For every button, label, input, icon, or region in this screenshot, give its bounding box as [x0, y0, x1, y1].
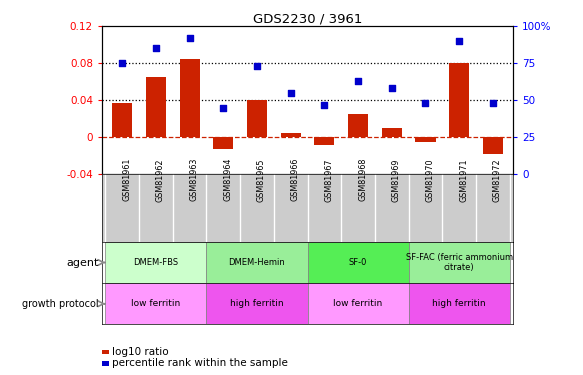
- Text: GSM81965: GSM81965: [257, 158, 266, 201]
- Text: GSM81963: GSM81963: [189, 158, 199, 201]
- Bar: [415, 137, 436, 142]
- Point: [353, 78, 363, 84]
- Bar: [308, 242, 409, 283]
- Text: agent: agent: [66, 258, 99, 267]
- Text: GSM81964: GSM81964: [223, 158, 232, 201]
- Bar: [106, 283, 206, 324]
- Bar: [409, 242, 510, 283]
- Bar: [382, 128, 402, 137]
- Point: [421, 100, 430, 106]
- Point: [286, 90, 296, 96]
- Text: GSM81966: GSM81966: [291, 158, 300, 201]
- Text: low ferritin: low ferritin: [131, 299, 181, 308]
- Bar: [314, 137, 335, 145]
- Point: [488, 100, 497, 106]
- Text: SF-FAC (ferric ammonium
citrate): SF-FAC (ferric ammonium citrate): [406, 253, 512, 272]
- Point: [252, 63, 262, 69]
- Point: [387, 86, 396, 92]
- Bar: [449, 63, 469, 137]
- Bar: [308, 283, 409, 324]
- Bar: [213, 137, 233, 149]
- Point: [151, 45, 160, 51]
- Bar: [106, 242, 206, 283]
- Text: DMEM-Hemin: DMEM-Hemin: [229, 258, 285, 267]
- Bar: [247, 100, 267, 137]
- Text: high ferritin: high ferritin: [433, 299, 486, 308]
- Bar: [348, 114, 368, 137]
- Text: GSM81969: GSM81969: [392, 158, 401, 201]
- Title: GDS2230 / 3961: GDS2230 / 3961: [253, 12, 362, 25]
- Bar: [280, 133, 301, 137]
- Bar: [180, 58, 200, 137]
- Text: GSM81962: GSM81962: [156, 158, 165, 201]
- Text: GSM81970: GSM81970: [426, 158, 434, 201]
- Bar: [483, 137, 503, 154]
- Text: GSM81961: GSM81961: [122, 158, 131, 201]
- Point: [118, 60, 127, 66]
- Text: GSM81968: GSM81968: [358, 158, 367, 201]
- Text: DMEM-FBS: DMEM-FBS: [134, 258, 178, 267]
- Point: [319, 102, 329, 108]
- Bar: [409, 283, 510, 324]
- Text: GSM81972: GSM81972: [493, 158, 502, 202]
- Text: low ferritin: low ferritin: [333, 299, 382, 308]
- Bar: [112, 103, 132, 137]
- Text: percentile rank within the sample: percentile rank within the sample: [112, 358, 288, 368]
- Bar: [206, 242, 308, 283]
- Text: high ferritin: high ferritin: [230, 299, 284, 308]
- Bar: [146, 77, 166, 137]
- Bar: [206, 283, 308, 324]
- Text: growth protocol: growth protocol: [23, 299, 99, 309]
- Text: GSM81971: GSM81971: [459, 158, 468, 201]
- Text: GSM81967: GSM81967: [324, 158, 333, 201]
- Point: [185, 35, 194, 41]
- Point: [219, 105, 228, 111]
- Text: SF-0: SF-0: [349, 258, 367, 267]
- Point: [455, 38, 464, 44]
- Text: log10 ratio: log10 ratio: [112, 347, 168, 357]
